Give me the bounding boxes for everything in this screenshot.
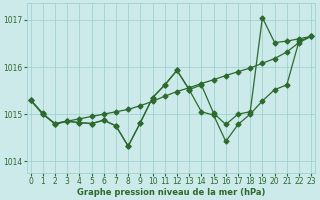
X-axis label: Graphe pression niveau de la mer (hPa): Graphe pression niveau de la mer (hPa): [77, 188, 265, 197]
